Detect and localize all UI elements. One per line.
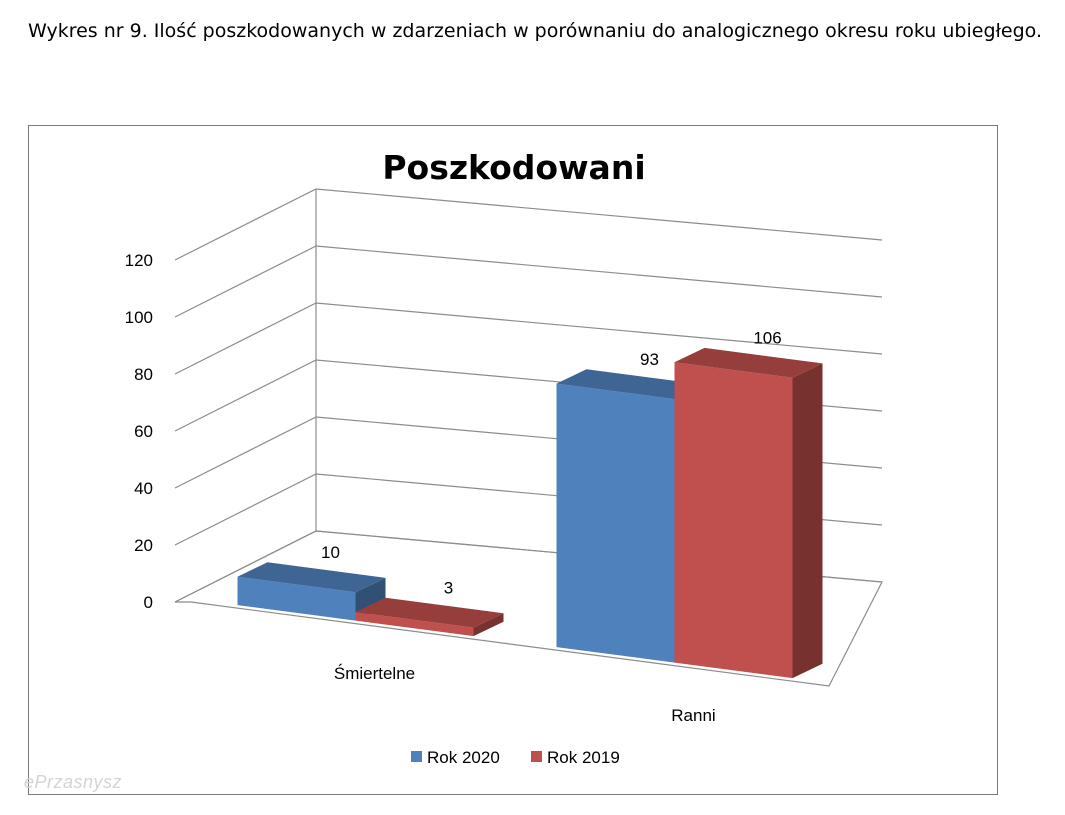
data-label: 106 (753, 329, 781, 348)
bar-top (237, 562, 386, 593)
bar-top (355, 597, 504, 628)
watermark-logo: ePrzasnysz (24, 772, 123, 792)
legend-swatch (531, 751, 542, 762)
category-label: Śmiertelne (334, 664, 415, 683)
bar-side (792, 363, 823, 679)
gridline (174, 188, 883, 261)
legend-label: Rok 2019 (547, 748, 620, 767)
bar (355, 597, 504, 637)
data-labels: 10 3 93 106 (321, 329, 782, 598)
legend-swatch (411, 751, 422, 762)
y-tick-label: 20 (134, 536, 153, 555)
gridline (174, 245, 883, 318)
bar-front (556, 383, 675, 663)
legend-label: Rok 2020 (427, 748, 500, 767)
bar-front (355, 612, 474, 637)
y-axis: 0 20 40 60 80 100 120 (125, 251, 153, 612)
bars (237, 347, 823, 679)
y-tick-label: 80 (134, 365, 153, 384)
category-label: Ranni (671, 706, 715, 725)
bar-side (473, 613, 504, 637)
bar-top (674, 347, 823, 378)
legend: Rok 2020 Rok 2019 (411, 748, 620, 767)
y-tick-label: 120 (125, 251, 153, 270)
chart-area: Poszkodowani 0 20 40 60 80 100 120 10 3 93 106 Śm… (28, 125, 998, 795)
data-label: 3 (444, 578, 453, 597)
y-tick-label: 60 (134, 422, 153, 441)
chart-svg: Poszkodowani 0 20 40 60 80 100 120 10 3 93 106 Śm… (125, 148, 883, 767)
bar (674, 347, 823, 679)
y-tick-label: 0 (144, 593, 153, 612)
y-tick-label: 100 (125, 308, 153, 327)
data-label: 10 (321, 543, 340, 562)
x-axis: Śmiertelne Ranni (334, 664, 716, 725)
bar-top (556, 369, 705, 400)
bar-front (237, 576, 356, 621)
data-label: 93 (640, 350, 659, 369)
y-tick-label: 40 (134, 479, 153, 498)
chart-title: Poszkodowani (382, 148, 645, 187)
bar-front (674, 362, 793, 679)
page-caption: Wykres nr 9. Ilość poszkodowanych w zdar… (28, 20, 1042, 42)
